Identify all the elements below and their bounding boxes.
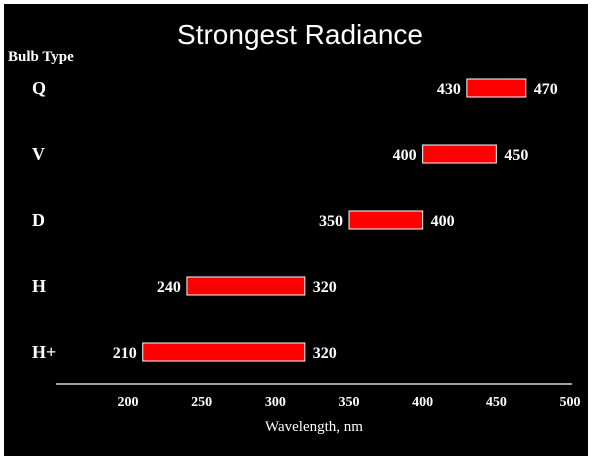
range-bar <box>348 210 424 230</box>
bar-end-label: 320 <box>313 279 337 296</box>
bar-start-label: 350 <box>319 213 343 230</box>
category-label: D <box>32 210 45 230</box>
category-label: V <box>32 144 45 164</box>
bar-end-label: 450 <box>504 147 528 164</box>
bar-start-label: 400 <box>393 147 417 164</box>
chart-marks: 200 250 300 350 400 450 500 Q 430 470 V 400 450 D 350 4… <box>32 78 581 410</box>
x-tick-label: 250 <box>191 395 212 410</box>
range-bar <box>422 144 497 164</box>
x-tick-label: 450 <box>486 395 507 410</box>
bar-start-label: 430 <box>437 81 461 98</box>
range-bar <box>142 342 306 362</box>
category-label: Q <box>32 78 46 98</box>
category-label: H <box>32 276 46 296</box>
x-tick-label: 300 <box>265 395 286 410</box>
chart-svg: Strongest Radiance Bulb Type Wavelength,… <box>8 19 581 435</box>
range-bar <box>466 78 527 98</box>
range-bar <box>186 276 306 296</box>
bar-start-label: 240 <box>157 279 181 296</box>
chart-canvas: Strongest Radiance Bulb Type Wavelength,… <box>4 4 588 456</box>
x-tick-label: 350 <box>339 395 360 410</box>
bar-start-label: 210 <box>113 345 137 362</box>
bar-end-label: 400 <box>431 213 455 230</box>
x-tick-label: 500 <box>560 395 581 410</box>
bar-end-label: 470 <box>534 81 558 98</box>
x-tick-label: 400 <box>412 395 433 410</box>
chart-title: Strongest Radiance <box>177 19 423 50</box>
category-axis-label: Bulb Type <box>8 49 74 65</box>
bar-end-label: 320 <box>313 345 337 362</box>
x-tick-label: 200 <box>118 395 139 410</box>
x-axis-label: Wavelength, nm <box>265 419 363 435</box>
category-label: H+ <box>32 342 56 362</box>
